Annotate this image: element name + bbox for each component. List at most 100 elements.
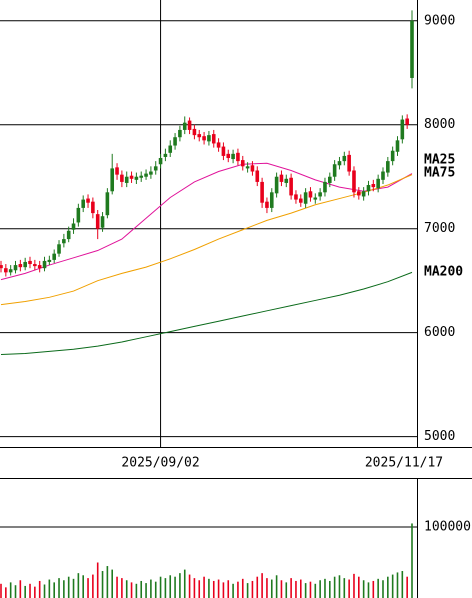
candle-body — [284, 178, 289, 183]
candle-body — [390, 150, 395, 162]
candle-body — [337, 161, 342, 166]
candle-body — [289, 177, 293, 196]
candle-body — [110, 168, 115, 192]
ma-line — [0, 271, 413, 355]
candle-body — [28, 260, 32, 265]
candle-body — [178, 129, 182, 138]
candle-body — [33, 264, 37, 267]
candle-body — [405, 118, 409, 125]
candle-body — [163, 153, 168, 157]
candle-body — [240, 160, 245, 167]
y-tick-label: 5000 — [424, 429, 455, 444]
candle-body — [42, 260, 47, 269]
candle-body — [211, 134, 216, 144]
candle-body — [376, 178, 380, 189]
candle-body — [197, 134, 202, 138]
candle-body — [91, 201, 95, 214]
candle-body — [149, 171, 153, 175]
candle-body — [410, 20, 414, 78]
candle-body — [279, 174, 284, 182]
y-tick-label: 8000 — [424, 117, 455, 132]
candle-body — [318, 192, 322, 197]
candle-body — [115, 167, 119, 175]
candle-body — [236, 152, 240, 162]
candle-body — [381, 171, 385, 180]
candle-body — [260, 181, 264, 203]
candle-body — [323, 181, 327, 193]
y-tick-label: 9000 — [424, 13, 455, 28]
candle-body — [250, 165, 255, 172]
candle-body — [395, 140, 400, 152]
candle-body — [182, 122, 187, 130]
candle-body — [269, 192, 274, 208]
candle-body — [168, 145, 173, 153]
candle-body — [62, 239, 66, 244]
candle-body — [347, 154, 351, 172]
candle-body — [129, 175, 134, 179]
candle-body — [352, 170, 356, 193]
candle-body — [231, 153, 235, 160]
candle-body — [4, 268, 8, 273]
y-tick-label: 100000 — [424, 519, 471, 534]
candle-body — [134, 176, 139, 180]
legend-label: MA75 — [424, 166, 455, 181]
candle-body — [52, 253, 56, 260]
candle-body — [386, 161, 390, 173]
candle-body — [81, 199, 85, 208]
candle-body — [86, 198, 90, 203]
candle-body — [216, 142, 221, 148]
candle-body — [298, 198, 303, 203]
candle-body — [274, 176, 279, 194]
candle-body — [105, 192, 110, 216]
candle-body — [76, 207, 81, 223]
candle-body — [255, 170, 260, 182]
candle-body — [357, 191, 361, 196]
candle-body — [8, 269, 13, 273]
candle-body — [265, 201, 269, 208]
candle-body — [139, 175, 144, 178]
candle-body — [342, 155, 347, 162]
legend-label: MA25 — [424, 153, 455, 168]
candle-body — [308, 191, 313, 198]
candle-body — [187, 120, 192, 130]
ma-line — [0, 162, 413, 281]
candle-body — [371, 183, 376, 188]
candle-body — [100, 216, 105, 228]
candle-body — [37, 265, 42, 269]
candle-body — [202, 136, 206, 141]
candle-body — [192, 128, 197, 136]
candle-body — [120, 174, 124, 182]
candle-body — [332, 164, 337, 177]
candle-body — [0, 265, 3, 269]
x-tick-label: 2025/09/02 — [121, 456, 199, 471]
candle-body — [13, 265, 18, 271]
candle-body — [47, 259, 52, 262]
candle-body — [366, 185, 371, 192]
y-tick-label: 6000 — [424, 325, 455, 340]
candle-body — [71, 223, 76, 230]
candle-body — [226, 153, 231, 159]
candle-body — [158, 158, 163, 165]
candle-body — [57, 244, 61, 254]
candle-body — [245, 166, 250, 169]
candle-body — [313, 197, 318, 200]
candle-body — [153, 166, 158, 171]
candle-body — [328, 176, 332, 183]
candle-body — [144, 173, 148, 177]
candle-body — [18, 264, 23, 268]
candle-body — [294, 194, 298, 200]
candle-body — [66, 230, 71, 240]
candle-body — [361, 191, 366, 197]
legend-label: MA200 — [424, 265, 463, 280]
ma-line — [0, 174, 413, 306]
candle-body — [173, 137, 177, 146]
y-tick-label: 7000 — [424, 221, 455, 236]
candle-body — [95, 214, 100, 229]
candle-body — [124, 176, 129, 183]
candle-body — [303, 192, 308, 204]
candle-body — [221, 146, 226, 156]
candle-body — [23, 261, 27, 268]
candle-body — [400, 119, 405, 140]
